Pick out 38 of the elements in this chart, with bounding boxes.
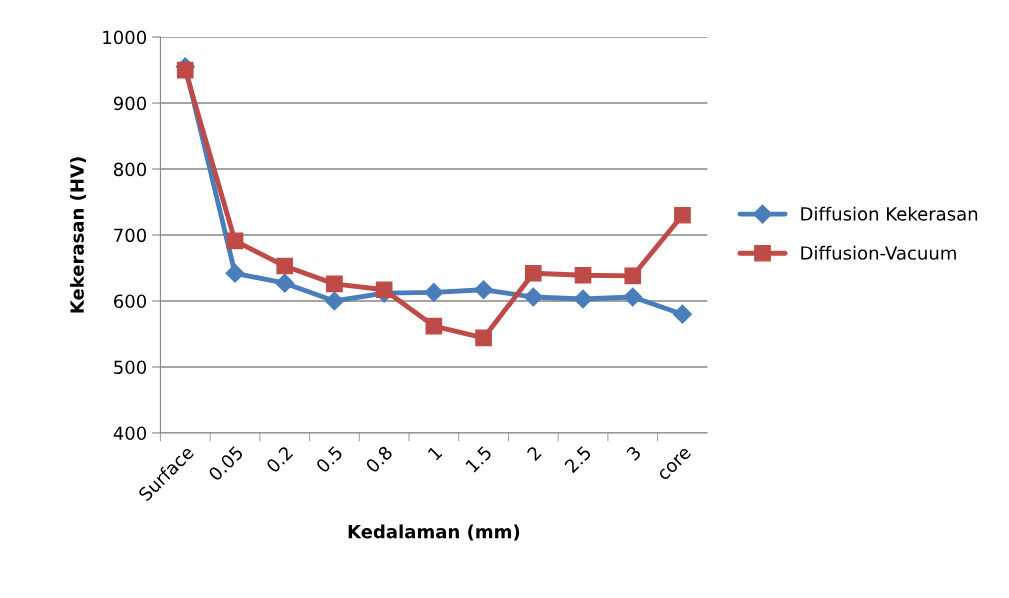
x-tick-label: 2	[526, 445, 542, 461]
point	[326, 275, 343, 293]
y-tick-label: 500	[114, 360, 147, 375]
point	[225, 263, 245, 283]
point	[674, 206, 691, 224]
y-tick-label: 700	[114, 228, 147, 243]
point	[276, 257, 294, 275]
point	[523, 287, 543, 307]
point	[226, 232, 244, 250]
point	[425, 317, 443, 335]
point	[324, 291, 344, 311]
y-axis-title: Kekerasan (HV)	[69, 157, 87, 313]
legend-label: Diffusion Kekerasan	[801, 206, 978, 221]
point	[672, 304, 692, 324]
y-tick-label: 900	[113, 96, 147, 111]
point	[573, 289, 593, 309]
point	[424, 282, 444, 302]
y-tick-label: 1000	[103, 30, 147, 45]
y-tick-label: 600	[114, 294, 147, 309]
point	[624, 267, 642, 285]
x-tick-label: 3	[625, 445, 642, 462]
x-tick-label: 2.5	[563, 445, 592, 474]
x-tick-label: 1	[427, 445, 443, 461]
point	[475, 329, 492, 347]
x-tick-label: 0.2	[265, 445, 294, 474]
point	[524, 264, 542, 282]
point	[474, 280, 494, 300]
point	[574, 266, 592, 284]
point	[623, 287, 643, 307]
x-axis-title: Kedalaman (mm)	[348, 524, 520, 541]
x-tick-label: core	[658, 447, 692, 481]
legend-label: Diffusion-Vacuum	[801, 245, 956, 260]
y-tick-label: 400	[113, 426, 147, 441]
y-tick-label: 800	[114, 162, 147, 177]
x-tick-label: 0.8	[364, 445, 394, 474]
point	[275, 273, 295, 293]
x-tick-label: 1.5	[465, 445, 493, 473]
x-tick-label: 0.5	[315, 445, 344, 474]
